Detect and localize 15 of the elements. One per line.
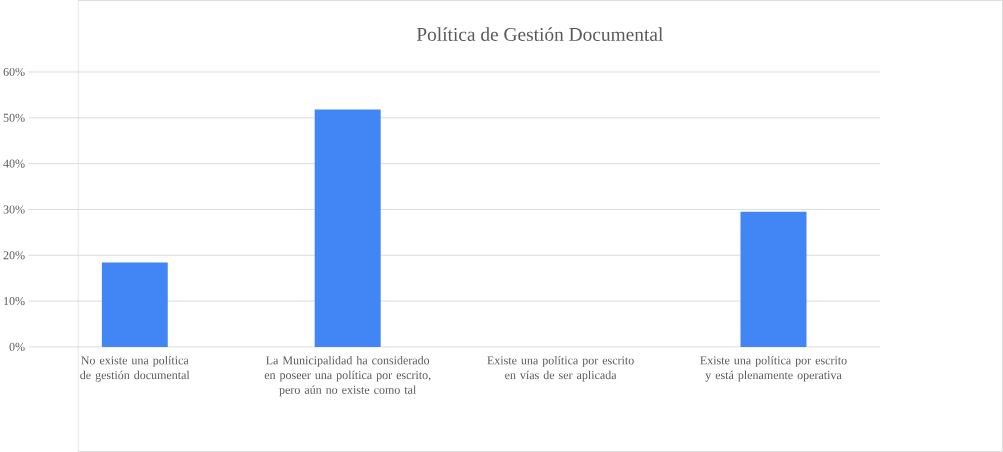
y-tick-label: 40% xyxy=(3,159,25,168)
y-tick-label: 10% xyxy=(4,296,25,306)
y-tick-label: 60% xyxy=(3,67,25,76)
bar xyxy=(740,211,807,347)
x-tick-label: Existe una política por escrito y está plenamente operativa xyxy=(700,355,847,382)
bar xyxy=(314,109,381,347)
x-tick-label: No existe una política de gestión documental xyxy=(80,355,190,382)
y-tick-label: 20% xyxy=(3,251,25,260)
y-tick-label: 50% xyxy=(3,113,25,122)
chart-title: Política de Gestión Documental xyxy=(416,27,663,41)
x-tick-label: La Municipalidad ha considerado en poseer una política por escrito, pero aún no existe como tal xyxy=(264,355,431,397)
bar xyxy=(101,262,168,347)
y-tick-label: 0% xyxy=(9,342,25,351)
y-tick-label: 30% xyxy=(3,205,25,214)
x-tick-label: Existe una política por escrito en vías de ser aplicada xyxy=(487,355,634,382)
